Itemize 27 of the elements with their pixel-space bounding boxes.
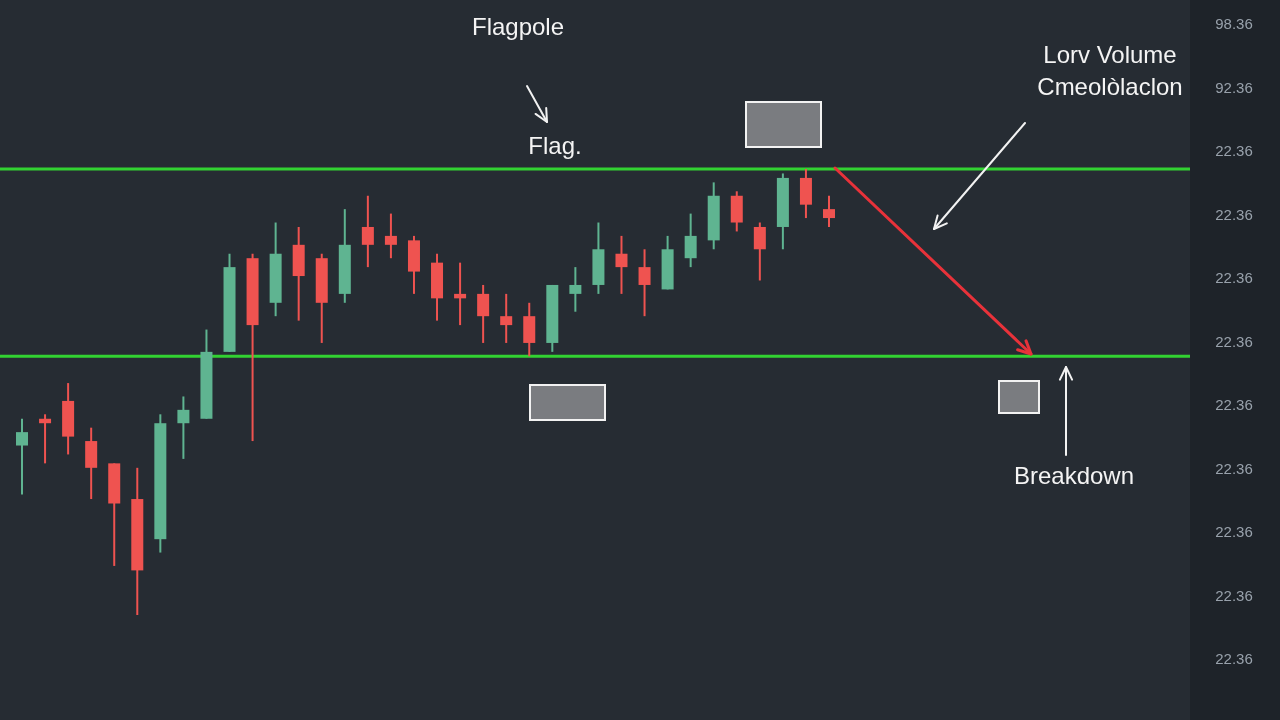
text: 22.36: [1215, 268, 1253, 286]
candlestick: [16, 417, 28, 496]
candlestick: [569, 266, 582, 313]
candlestick: [684, 212, 697, 269]
text: 98.36: [1215, 14, 1253, 32]
text: 22.36: [1215, 395, 1253, 413]
text: 22.36: [1215, 522, 1253, 540]
text: 22.36: [1215, 332, 1253, 349]
text: Flagpole: [471, 12, 565, 40]
text: 22.36: [1215, 141, 1253, 159]
candlestick: [177, 395, 190, 460]
candlestick: [638, 248, 651, 318]
candlestick: [477, 283, 490, 344]
text: Lorv Volume Cmeolòlaclon: [1037, 40, 1183, 100]
text: 22.36: [1215, 205, 1253, 222]
candlestick: [500, 292, 513, 344]
text: 22.36: [1215, 649, 1253, 667]
candlestick: [615, 234, 628, 295]
candlestick: [753, 221, 766, 282]
candlestick: [823, 194, 835, 228]
text: Flag.: [528, 131, 582, 159]
candlestick: [361, 194, 374, 269]
text: 22.36: [1215, 459, 1253, 476]
candlestick: [384, 212, 397, 260]
text: 22.36: [1215, 586, 1253, 603]
text: Breakdown: [1013, 461, 1135, 489]
text: 92.36: [1215, 78, 1253, 95]
